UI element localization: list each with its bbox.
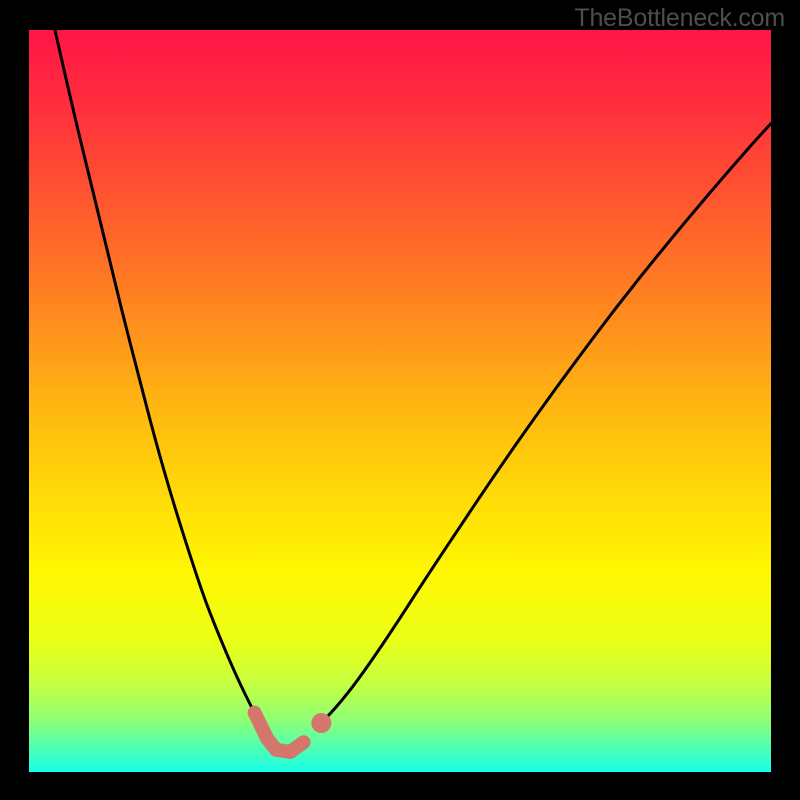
- watermark: TheBottleneck.com: [574, 4, 785, 33]
- plot-area: [29, 30, 771, 772]
- right-curve: [315, 123, 771, 727]
- chart-root: { "watermark": { "text": "TheBottleneck.…: [0, 0, 800, 800]
- curves-layer: [29, 30, 771, 772]
- left-curve: [55, 30, 272, 736]
- trough-marks: [255, 713, 332, 752]
